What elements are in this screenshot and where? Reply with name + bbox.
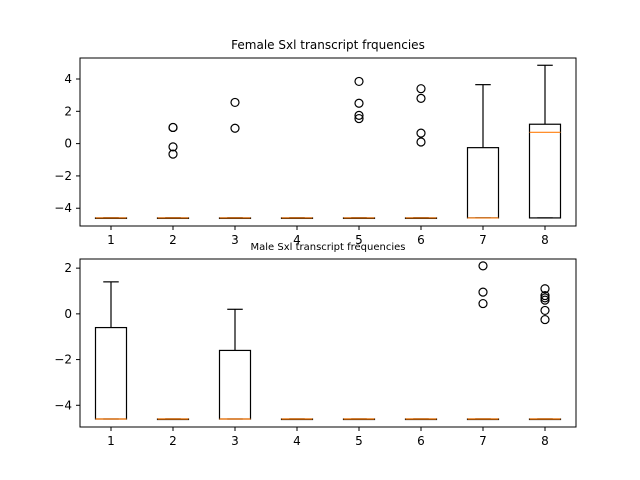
x-tick-label: 1 [107,233,115,247]
axes-frame [79,57,577,227]
flier-point [478,298,488,309]
box-body [528,123,562,219]
x-tick-label: 3 [231,434,239,448]
flier-point [478,287,488,297]
box-1 [94,217,128,220]
box-2 [156,122,190,220]
flier-point [416,93,426,103]
flier-point [354,98,364,108]
box-1 [94,281,128,420]
box-5 [342,418,376,421]
male-chart-title: Male Sxl transcript frequencies [250,242,405,253]
box-4 [280,217,314,220]
flier-point [168,122,178,133]
flier-point [354,76,364,87]
flier-point [416,84,426,94]
y-tick-label: −2 [54,353,72,367]
flier-point [540,290,550,301]
box-6 [404,84,438,220]
y-tick-label: −4 [54,201,72,215]
box-5 [342,76,376,220]
box-8 [528,64,562,219]
x-tick-label: 2 [169,233,177,247]
y-tick-label: 0 [64,307,72,321]
x-tick-label: 4 [293,434,301,448]
y-tick-label: −4 [54,398,72,412]
flier-point [478,261,488,271]
y-tick-label: 4 [64,72,72,86]
box-7 [466,261,500,421]
x-tick-label: 4 [293,233,301,247]
box-7 [466,84,500,219]
box-3 [218,97,252,220]
flier-point [354,110,364,120]
y-tick-label: −2 [54,169,72,183]
flier-point [540,284,550,294]
x-tick-label: 2 [169,434,177,448]
flier-point [540,305,550,316]
x-tick-label: 6 [417,233,425,247]
flier-point [168,142,178,152]
flier-point [540,314,550,325]
x-tick-label: 8 [541,434,549,448]
x-tick-label: 8 [541,233,549,247]
male-boxplot-panel: Male Sxl transcript frequencies 1 2 3 4 5 6 7 8… [54,242,577,448]
box-8 [528,284,562,421]
y-tick-label: 0 [64,137,72,151]
box-4 [280,418,314,421]
x-tick-label: 7 [479,233,487,247]
x-tick-label: 5 [355,434,363,448]
flier-point [416,128,426,138]
box-3 [218,308,252,420]
y-tick-label: 2 [64,261,72,275]
flier-point [354,113,364,124]
flier-point [230,123,240,133]
y-tick-label: 2 [64,104,72,118]
x-tick-label: 5 [355,233,363,247]
x-tick-label: 3 [231,233,239,247]
x-tick-label: 7 [479,434,487,448]
flier-point [230,97,240,108]
x-tick-label: 1 [107,434,115,448]
flier-point [540,295,550,305]
flier-point [168,149,178,159]
female-chart-title: Female Sxl transcript frquencies [231,38,425,52]
flier-point [416,137,426,147]
box-6 [404,418,438,421]
box-2 [156,418,190,421]
x-tick-label: 6 [417,434,425,448]
female-boxplot-panel: Female Sxl transcript frquencies 1 2 3 4 5 6 7… [54,38,577,247]
axes-frame [79,258,577,428]
flier-point [540,293,550,303]
